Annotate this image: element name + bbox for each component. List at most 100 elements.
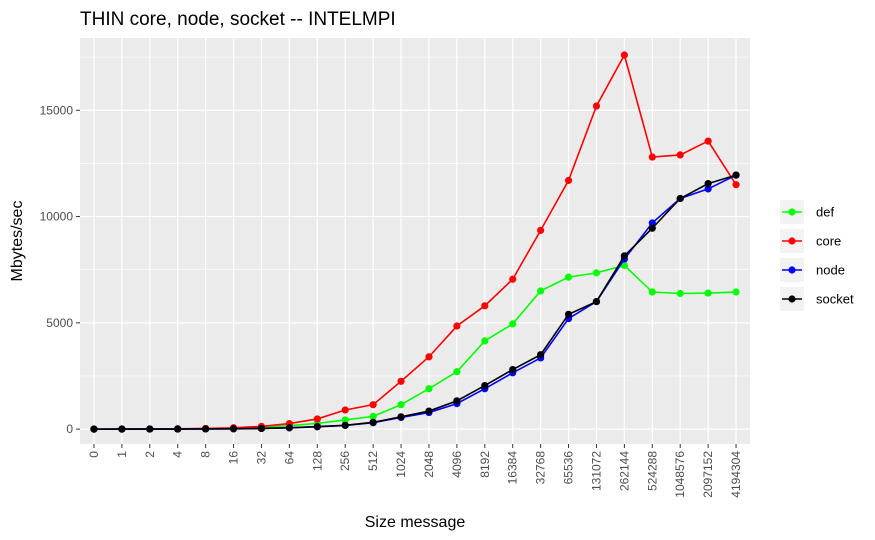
data-point-core [537, 226, 545, 234]
y-axis-title: Mbytes/sec [9, 201, 26, 282]
series-layer [90, 51, 740, 433]
data-point-socket [676, 194, 684, 203]
data-point-core [564, 176, 573, 185]
data-point-socket [118, 425, 126, 433]
legend-label-node: node [816, 263, 845, 278]
data-point-core [397, 377, 405, 385]
data-point-def [425, 385, 433, 393]
legend: def core node socket [777, 195, 862, 313]
data-point-core [704, 137, 712, 145]
data-point-node [648, 219, 656, 227]
data-point-def [369, 412, 377, 420]
data-point-core [425, 353, 433, 361]
data-point-def [453, 368, 461, 376]
x-tick-label: 1048576 [673, 451, 687, 498]
legend-label-def: def [816, 205, 834, 220]
data-point-core [341, 406, 349, 414]
data-point-core [369, 401, 377, 409]
x-tick-label: 4096 [450, 451, 464, 478]
y-tick-label: 15000 [40, 103, 74, 117]
data-point-socket [341, 421, 349, 429]
data-point-def [704, 289, 712, 297]
data-point-core [620, 51, 628, 59]
plot-panel [80, 38, 750, 444]
x-tick-label: 32 [254, 451, 268, 465]
x-tick-label: 128 [310, 451, 324, 471]
data-point-def [676, 289, 684, 298]
legend-point-core [788, 237, 796, 245]
data-point-socket [90, 425, 98, 433]
data-point-socket [564, 310, 573, 318]
data-point-socket [285, 424, 293, 432]
x-tick-label: 131072 [589, 451, 603, 491]
data-point-core [676, 151, 684, 159]
data-point-socket [648, 224, 656, 232]
data-point-def [397, 401, 405, 409]
data-point-socket [509, 366, 517, 374]
data-point-socket [453, 397, 461, 405]
legend-label-core: core [816, 234, 841, 249]
y-tick-label: 0 [66, 422, 73, 436]
x-tick-label: 4 [171, 451, 185, 458]
data-point-core [648, 153, 656, 161]
x-tick-label: 16384 [506, 451, 520, 485]
x-tick-label: 1024 [394, 451, 408, 478]
data-point-node [704, 185, 712, 193]
x-tick-label: 524288 [645, 451, 659, 491]
data-point-def [509, 320, 517, 328]
data-point-socket [425, 407, 433, 415]
data-point-socket [397, 413, 405, 421]
series-line-socket [93, 174, 737, 430]
data-point-socket [174, 425, 182, 433]
legend-point-socket [788, 295, 796, 303]
data-point-socket [732, 171, 740, 179]
x-tick-label: 65536 [562, 451, 576, 485]
y-tick-label: 5000 [46, 316, 73, 330]
x-tick-label: 4194304 [729, 451, 743, 498]
data-point-def [732, 288, 740, 296]
chart-title: THIN core, node, socket -- INTELMPI [80, 9, 396, 30]
y-tick-label: 10000 [40, 210, 74, 224]
legend-point-node [788, 266, 796, 274]
data-point-core [313, 415, 321, 423]
data-point-socket [257, 424, 266, 433]
x-tick-label: 256 [338, 451, 352, 471]
data-point-def [620, 261, 628, 270]
x-tick-label: 262144 [617, 451, 631, 491]
x-tick-label: 64 [282, 451, 296, 465]
data-point-socket [620, 252, 628, 260]
data-point-socket [704, 180, 712, 188]
x-tick-label: 0 [87, 451, 101, 458]
data-point-socket [202, 425, 210, 433]
data-point-core [509, 275, 517, 283]
data-point-core [732, 181, 740, 189]
x-tick-label: 2097152 [701, 451, 715, 498]
x-tick-label: 512 [366, 451, 380, 471]
legend-label-socket: socket [816, 292, 854, 307]
data-point-socket [313, 422, 321, 431]
data-point-def [648, 288, 656, 296]
x-tick-label: 8 [199, 451, 213, 458]
major-gridlines [80, 38, 750, 444]
data-point-core [481, 302, 489, 310]
y-axis: 0 5000 10000 15000 [40, 103, 80, 436]
data-point-socket [481, 381, 489, 390]
data-point-socket [146, 425, 154, 433]
data-point-def [481, 337, 489, 345]
x-axis: 0 1 2 4 8 16 32 64 128 256 512 1024 2048 4096 8192 1638… [87, 444, 743, 498]
data-point-def [537, 287, 545, 295]
data-point-socket [369, 418, 377, 426]
x-tick-label: 2048 [422, 451, 436, 478]
data-point-def [564, 273, 573, 281]
x-tick-label: 32768 [534, 451, 548, 485]
data-point-core [592, 102, 601, 110]
data-point-socket [229, 425, 238, 433]
x-tick-label: 16 [227, 451, 241, 465]
minor-gridlines [80, 56, 750, 377]
data-point-socket [592, 297, 601, 306]
data-point-def [341, 416, 349, 424]
data-point-def [592, 269, 601, 277]
x-tick-label: 8192 [478, 451, 492, 478]
legend-point-def [788, 208, 796, 216]
